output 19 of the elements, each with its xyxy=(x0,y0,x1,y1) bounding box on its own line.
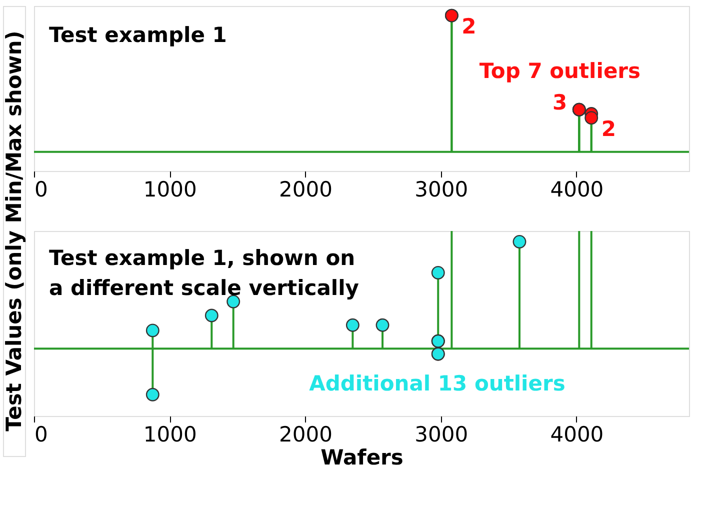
x-tick-label: 3000 xyxy=(414,178,468,202)
x-tick-label: 0 xyxy=(34,178,48,202)
x-tick-label: 1000 xyxy=(143,178,197,202)
y-axis-title: Test Values (only Min/Max shown) xyxy=(2,30,26,432)
x-tick-label: 4000 xyxy=(550,422,604,446)
x-tick-label: 4000 xyxy=(550,178,604,202)
annotation: Additional 13 outliers xyxy=(309,372,566,396)
annotation: 3 xyxy=(552,90,568,115)
annotation: 2 xyxy=(462,14,476,39)
x-tick-label: 0 xyxy=(34,422,48,446)
annotation: Top 7 outliers xyxy=(479,59,641,83)
annotation: Test example 1, shown on a different scale vertically xyxy=(49,246,360,300)
x-tick-label: 2000 xyxy=(278,422,332,446)
annotation: 2 xyxy=(601,116,616,141)
x-axis-title: Wafers xyxy=(320,446,404,470)
x-tick-label: 2000 xyxy=(278,178,332,202)
x-tick-label: 1000 xyxy=(143,422,197,446)
x-tick-label: 3000 xyxy=(414,422,468,446)
annotation: Test example 1 xyxy=(49,23,227,47)
